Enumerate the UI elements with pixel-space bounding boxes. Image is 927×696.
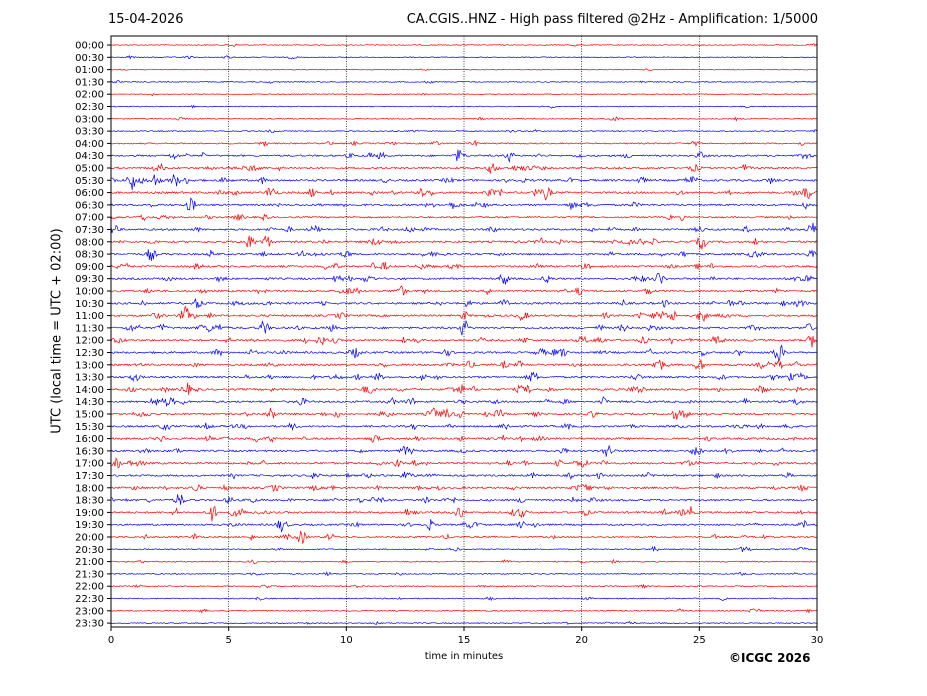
y-tick-label-0700: 07:00 bbox=[75, 213, 104, 224]
y-tick-label-1330: 13:30 bbox=[75, 373, 104, 384]
y-tick-label-1000: 10:00 bbox=[75, 287, 104, 298]
y-tick-label-2100: 21:00 bbox=[75, 557, 104, 568]
y-tick-label-2130: 21:30 bbox=[75, 569, 104, 580]
y-tick-label-0330: 03:30 bbox=[75, 127, 104, 138]
trace-1700 bbox=[111, 456, 818, 469]
trace-1230 bbox=[110, 344, 818, 362]
y-tick-label-0930: 09:30 bbox=[75, 274, 104, 285]
y-tick-label-2230: 22:30 bbox=[75, 594, 104, 605]
y-tick-label-2200: 22:00 bbox=[75, 582, 104, 593]
y-tick-label-1230: 12:30 bbox=[75, 348, 104, 359]
y-tick-label-1530: 15:30 bbox=[75, 422, 104, 433]
x-tick-label-15: 15 bbox=[458, 635, 471, 646]
trace-1830 bbox=[110, 494, 818, 505]
y-tick-label-0030: 00:30 bbox=[75, 53, 104, 64]
trace-2300 bbox=[110, 607, 818, 614]
y-tick-label-1030: 10:30 bbox=[75, 299, 104, 310]
y-tick-label-1800: 18:00 bbox=[75, 483, 104, 494]
trace-1800 bbox=[110, 483, 818, 493]
y-tick-label-0500: 05:00 bbox=[75, 164, 104, 175]
date-label: 15-04-2026 bbox=[108, 12, 184, 27]
y-tick-label-1200: 12:00 bbox=[75, 336, 104, 347]
x-tick-label-5: 5 bbox=[225, 635, 231, 646]
trace-0900 bbox=[110, 261, 818, 271]
y-tick-label-1600: 16:00 bbox=[75, 434, 104, 445]
x-tick-label-0: 0 bbox=[108, 635, 114, 646]
y-tick-label-0230: 02:30 bbox=[75, 102, 104, 113]
x-tick-label-20: 20 bbox=[575, 635, 588, 646]
y-tick-label-0200: 02:00 bbox=[75, 90, 104, 101]
x-axis-label: time in minutes bbox=[424, 651, 504, 662]
trace-0800 bbox=[110, 235, 818, 250]
trace-2330 bbox=[110, 620, 818, 626]
y-tick-label-0530: 05:30 bbox=[75, 176, 104, 187]
x-tick-label-30: 30 bbox=[811, 635, 824, 646]
y-tick-label-1430: 14:30 bbox=[75, 397, 104, 408]
y-tick-label-0130: 01:30 bbox=[75, 77, 104, 88]
y-tick-label-0000: 00:00 bbox=[75, 41, 104, 52]
y-tick-label-1830: 18:30 bbox=[75, 496, 104, 507]
y-tick-label-2000: 20:00 bbox=[75, 533, 104, 544]
y-tick-label-0900: 09:00 bbox=[75, 262, 104, 273]
y-tick-label-1300: 13:00 bbox=[75, 360, 104, 371]
y-tick-label-0730: 07:30 bbox=[75, 225, 104, 236]
y-tick-label-1930: 19:30 bbox=[75, 520, 104, 531]
y-tick-label-1400: 14:00 bbox=[75, 385, 104, 396]
chart-title: CA.CGIS..HNZ - High pass filtered @2Hz -… bbox=[406, 12, 818, 27]
trace-1130 bbox=[110, 319, 818, 336]
y-tick-label-0400: 04:00 bbox=[75, 139, 104, 150]
vertical-grid bbox=[228, 36, 700, 627]
y-tick-label-1730: 17:30 bbox=[75, 471, 104, 482]
x-ticks: 0 5 10 15 20 25 30 bbox=[108, 627, 824, 646]
trace-0530 bbox=[110, 174, 818, 191]
y-tick-label-1500: 15:00 bbox=[75, 410, 104, 421]
y-tick-label-1900: 19:00 bbox=[75, 508, 104, 519]
y-tick-label-1630: 16:30 bbox=[75, 446, 104, 457]
y-tick-label-1130: 11:30 bbox=[75, 323, 104, 334]
y-tick-label-0830: 08:30 bbox=[75, 250, 104, 261]
copyright-credit: ©ICGC 2026 bbox=[729, 651, 811, 665]
y-tick-label-0630: 06:30 bbox=[75, 200, 104, 211]
y-tick-label-0300: 03:00 bbox=[75, 114, 104, 125]
x-tick-label-25: 25 bbox=[693, 635, 706, 646]
y-tick-label-2330: 23:30 bbox=[75, 619, 104, 630]
y-tick-label-0600: 06:00 bbox=[75, 188, 104, 199]
y-tick-label-2030: 20:30 bbox=[75, 545, 104, 556]
y-axis-label: UTC (local time = UTC + 02:00) bbox=[49, 228, 65, 434]
y-tick-label-1700: 17:00 bbox=[75, 459, 104, 470]
y-tick-label-0430: 04:30 bbox=[75, 151, 104, 162]
trace-0700 bbox=[110, 213, 818, 222]
y-tick-label-0800: 08:00 bbox=[75, 237, 104, 248]
x-tick-label-10: 10 bbox=[340, 635, 353, 646]
trace-0000 bbox=[110, 43, 818, 47]
y-tick-label-0100: 01:00 bbox=[75, 65, 104, 76]
trace-0600 bbox=[110, 186, 818, 201]
trace-1730 bbox=[110, 471, 817, 480]
y-tick-label-2300: 23:00 bbox=[75, 606, 104, 617]
y-tick-label-1100: 11:00 bbox=[75, 311, 104, 322]
